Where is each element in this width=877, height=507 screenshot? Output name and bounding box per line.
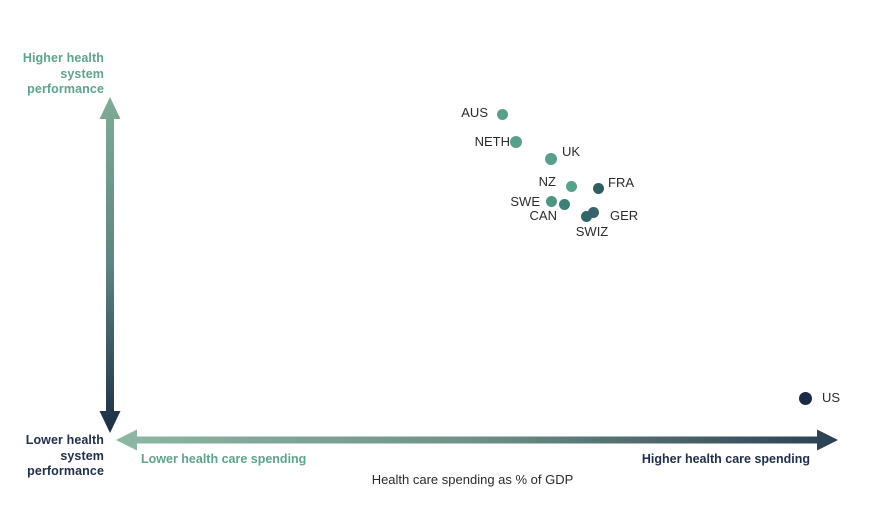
x-axis-caption: Health care spending as % of GDP (371, 472, 574, 487)
point-label-NZ: NZ (538, 174, 556, 189)
y-axis-arrow (99, 97, 121, 433)
point-label-CAN: CAN (529, 208, 557, 223)
point-label-AUS: AUS (461, 105, 488, 120)
point-dot-AUS (496, 108, 508, 120)
y-axis-bottom-label-line2: system (60, 448, 104, 463)
point-label-UK: UK (562, 144, 581, 159)
y-axis-top-label-line1: Higher health (22, 51, 104, 65)
y-axis-top-label-line3: performance (27, 82, 104, 96)
y-axis-bottom-label-line1: Lower health (25, 433, 104, 447)
point-label-SWIZ: SWIZ (575, 224, 609, 239)
y-axis-bottom-label-line3: performance (27, 464, 104, 478)
point-dot-CAN (558, 198, 570, 210)
point-dot-SWIZ (580, 210, 592, 222)
x-axis-left-label: Lower health care spending (141, 452, 307, 466)
point-dot-SWE (545, 195, 557, 207)
point-label-NETH: NETH (474, 134, 510, 149)
point-label-SWE: SWE (510, 194, 540, 209)
point-label-FRA: FRA (608, 175, 634, 190)
point-label-US: US (822, 390, 841, 405)
y-axis-bottom-label: Lower health system performance (0, 433, 104, 480)
x-axis-right-label: Higher health care spending (641, 452, 810, 466)
x-axis-arrow (116, 429, 838, 451)
point-dot-US (798, 391, 812, 405)
point-dot-FRA (592, 182, 604, 194)
y-axis-top-label: Higher health system performance (0, 51, 104, 98)
point-dot-NZ (565, 180, 577, 192)
point-label-GER: GER (610, 208, 639, 223)
point-dot-GER (587, 206, 599, 218)
y-axis-top-label-line2: system (60, 66, 104, 81)
point-dot-NETH (510, 136, 522, 148)
point-dot-UK (545, 153, 557, 165)
